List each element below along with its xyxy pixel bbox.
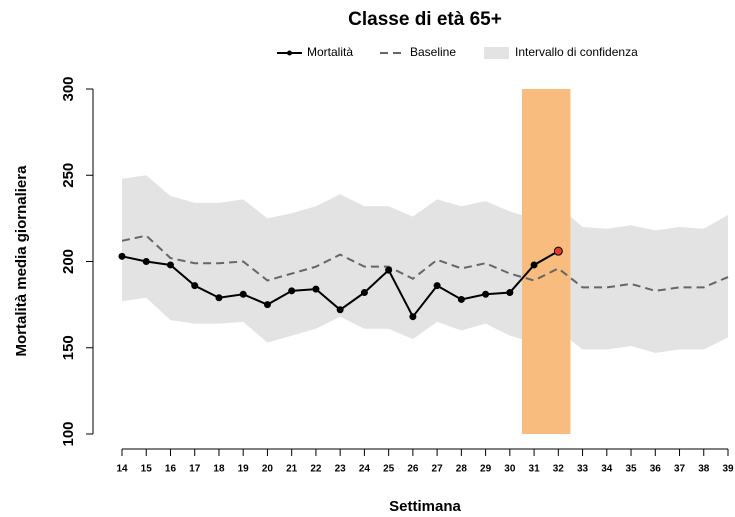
data-point: [191, 282, 199, 290]
data-point: [553, 246, 563, 256]
data-point: [360, 289, 368, 297]
x-tick-label: 15: [141, 464, 153, 475]
x-tick-label: 16: [165, 464, 177, 475]
x-tick-label: 25: [383, 464, 395, 475]
y-axis-label: Mortalità media giornaliera: [13, 165, 30, 357]
data-point: [118, 252, 126, 260]
y-tick-label: 250: [60, 163, 77, 188]
x-tick-label: 21: [286, 464, 298, 475]
data-point: [312, 285, 320, 293]
x-tick-label: 14: [116, 464, 128, 475]
legend-label: Baseline: [410, 45, 456, 59]
data-point: [482, 290, 490, 298]
data-point: [506, 289, 514, 297]
data-point: [457, 295, 465, 303]
data-point: [166, 261, 174, 269]
y-tick-label: 100: [60, 421, 77, 446]
data-point: [336, 306, 344, 314]
x-tick-label: 17: [189, 464, 201, 475]
series-line: [121, 234, 729, 292]
x-tick-label: 22: [310, 464, 322, 475]
x-tick-label: 20: [262, 464, 274, 475]
data-point: [433, 282, 441, 290]
data-point: [385, 266, 393, 274]
y-tick-label: 200: [60, 249, 77, 274]
x-tick-label: 30: [504, 464, 516, 475]
data-point: [263, 301, 271, 309]
legend-label: Intervallo di confidenza: [515, 45, 638, 59]
data-point: [142, 258, 150, 265]
legend-swatch: [484, 47, 509, 59]
data-point: [530, 261, 538, 269]
x-tick-label: 29: [480, 464, 492, 475]
x-tick-label: 32: [553, 464, 565, 475]
data-point: [239, 290, 247, 298]
y-tick-label: 300: [60, 76, 77, 101]
x-tick-label: 26: [407, 464, 419, 475]
data-point: [288, 287, 296, 295]
data-point: [409, 313, 417, 321]
highlight-region: [521, 89, 571, 434]
x-tick-label: 19: [238, 464, 250, 475]
x-tick-label: 31: [529, 464, 541, 475]
x-tick-label: 27: [432, 464, 444, 475]
x-tick-label: 39: [722, 464, 734, 475]
x-tick-label: 23: [335, 464, 347, 475]
y-tick-label: 150: [60, 335, 77, 360]
x-tick-label: 34: [601, 464, 613, 475]
x-tick-label: 28: [456, 464, 468, 475]
confidence-band: [122, 175, 728, 353]
x-tick-label: 35: [625, 464, 637, 475]
x-tick-label: 37: [674, 464, 686, 475]
legend-label: Mortalità: [307, 45, 353, 59]
legend-swatch: [287, 50, 292, 56]
x-tick-label: 33: [577, 464, 589, 475]
x-tick-label: 38: [698, 464, 710, 475]
x-tick-label: 36: [650, 464, 662, 475]
x-tick-label: 18: [213, 464, 225, 475]
chart-title: Classe di età 65+: [348, 9, 502, 30]
x-tick-label: 24: [359, 464, 371, 475]
data-point: [215, 294, 223, 302]
x-axis-label: Settimana: [389, 498, 461, 515]
